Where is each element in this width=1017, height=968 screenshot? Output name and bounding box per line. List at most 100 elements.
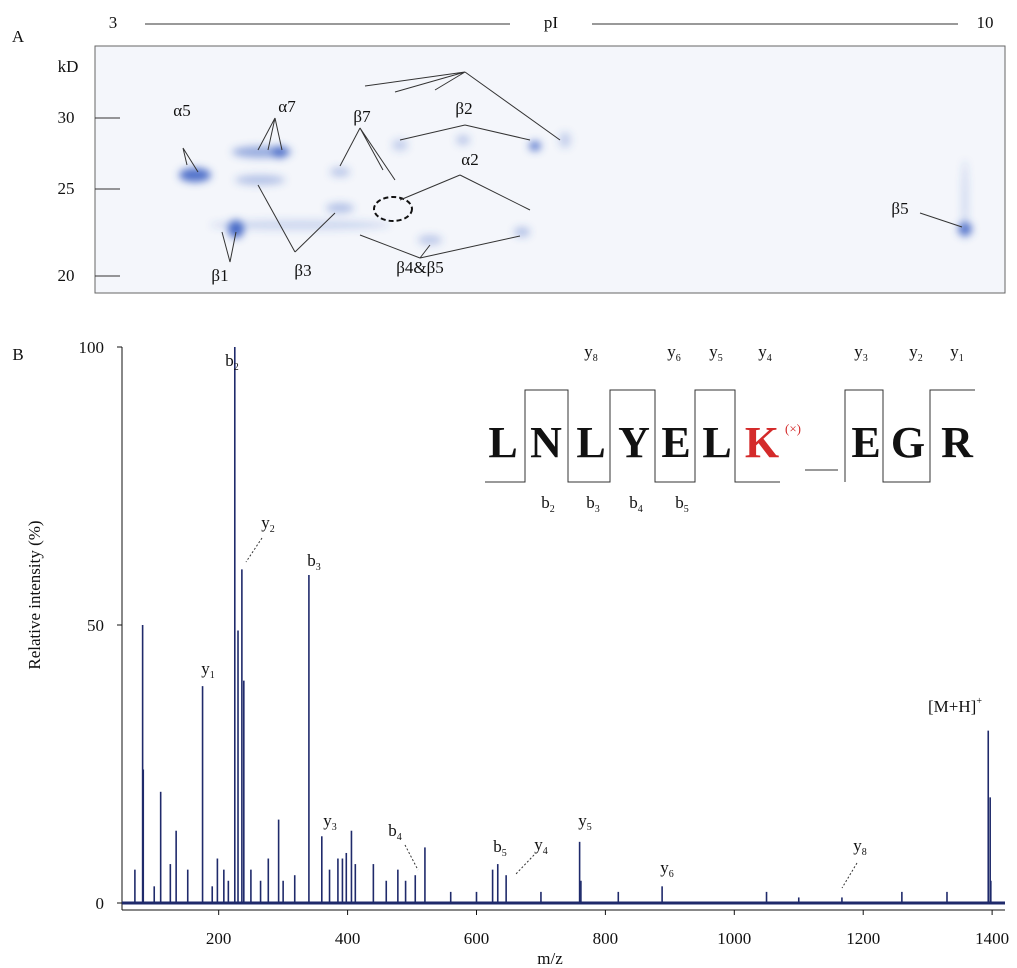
y-ion-label-sub: 3 <box>863 353 868 364</box>
peak-label-sub: 5 <box>502 848 507 859</box>
spot-label: α7 <box>278 97 296 116</box>
panel-letter: B <box>12 345 23 364</box>
pi-low: 3 <box>109 13 118 32</box>
peak-label-sub: 2 <box>270 524 275 535</box>
peak-label-sub: 4 <box>543 846 548 857</box>
peak-label-sub: 5 <box>587 822 592 833</box>
b-ion-label-sub: 2 <box>550 504 555 515</box>
b-ion-label-sub: 4 <box>638 504 643 515</box>
mw-tick-label: 25 <box>58 179 75 198</box>
residue: N <box>530 418 562 467</box>
b-ion-label: b3 <box>586 493 600 515</box>
y-ion-label-sub: 4 <box>767 353 772 364</box>
y-ion-label-sub: 5 <box>718 353 723 364</box>
gel-panel <box>95 24 1005 293</box>
peak-label-text: b <box>493 837 502 856</box>
y-ion-label-sub: 6 <box>676 353 681 364</box>
mw-tick-label: 20 <box>58 266 75 285</box>
b-ion-label-sub: 3 <box>595 504 600 515</box>
x-tick-label: 400 <box>335 929 361 948</box>
spot-label: β2 <box>455 99 472 118</box>
b-ion-label-sub: 5 <box>684 504 689 515</box>
peak-label: y1 <box>201 659 215 681</box>
peak-label: y6 <box>660 858 674 880</box>
peak-label: [M+H]+ <box>928 696 982 716</box>
x-tick-label: 1200 <box>846 929 880 948</box>
spot-label: β3 <box>294 261 311 280</box>
x-axis-label: m/z <box>537 949 563 968</box>
y-ion-label: y1 <box>950 342 964 364</box>
residue: G <box>891 418 925 467</box>
b-ion-label-text: b <box>586 493 595 512</box>
peak-label-sub: 3 <box>316 562 321 573</box>
spot-label: β1 <box>211 266 228 285</box>
annotation-leaders <box>246 538 857 888</box>
y-ion-label-sub: 8 <box>593 353 598 364</box>
residue: E <box>851 418 880 467</box>
b-ion-label-text: b <box>675 493 684 512</box>
figure-svg: 0 50 100 200 400 600 800 1000 1200 1400 m/z Relativ… <box>0 0 1017 968</box>
peak-label: b2 <box>225 351 239 373</box>
x-tick-label: 1000 <box>717 929 751 948</box>
y-ion-label-sub: 1 <box>959 353 964 364</box>
b-ion-label: b4 <box>629 493 643 515</box>
b-ion-label: b5 <box>675 493 689 515</box>
residue: L <box>576 418 605 467</box>
pi-label: pI <box>544 13 559 32</box>
peak-label-sub: 1 <box>210 670 215 681</box>
y-ion-label: y8 <box>584 342 598 364</box>
residue: L <box>702 418 731 467</box>
peak-label: y5 <box>578 811 592 833</box>
y-axis-label: Relative intensity (%) <box>25 520 44 669</box>
residue: L <box>488 418 517 467</box>
peak-label: y2 <box>261 513 275 535</box>
mw-unit: kD <box>58 57 79 76</box>
y-ion-label: y3 <box>854 342 868 364</box>
residue: R <box>941 418 974 467</box>
peak-label: y8 <box>853 836 867 858</box>
x-tick-label: 600 <box>464 929 490 948</box>
b-ion-label-text: b <box>541 493 550 512</box>
y-ion-label: y5 <box>709 342 723 364</box>
peak-label: y3 <box>323 811 337 833</box>
peak-label: b5 <box>493 837 507 859</box>
mw-tick-label: 30 <box>58 108 75 127</box>
peak-label: b3 <box>307 551 321 573</box>
y-ion-label: y2 <box>909 342 923 364</box>
spot-label: β4&β5 <box>396 258 444 277</box>
y-tick-label: 100 <box>79 338 105 357</box>
peak-label-sub: 6 <box>669 869 674 880</box>
x-tick-label: 800 <box>593 929 619 948</box>
peak-label-sub: 8 <box>862 847 867 858</box>
peak-label: b4 <box>388 821 402 843</box>
y-ion-label: y4 <box>758 342 772 364</box>
residue: E <box>661 418 690 467</box>
x-tick-label: 200 <box>206 929 232 948</box>
peak-label-text: b <box>225 351 234 370</box>
figure: 0 50 100 200 400 600 800 1000 1200 1400 m/z Relativ… <box>0 0 1017 968</box>
peak-label-text: [M+H] <box>928 697 976 716</box>
b-ion-label-text: b <box>629 493 638 512</box>
peak-label-text: b <box>307 551 316 570</box>
spot-label: β5 <box>891 199 908 218</box>
b-ion-label: b2 <box>541 493 555 515</box>
y-tick-label: 0 <box>96 894 105 913</box>
y-tick-label: 50 <box>87 616 104 635</box>
peak-label-sub: 2 <box>234 362 239 373</box>
panel-letter: A <box>12 27 25 46</box>
peak-label: y4 <box>534 835 548 857</box>
spot-label: β7 <box>353 107 371 126</box>
x-tick-label: 1400 <box>975 929 1009 948</box>
residue: K <box>745 418 779 467</box>
modification: (×) <box>785 421 801 436</box>
y-ion-label-sub: 2 <box>918 353 923 364</box>
spot-label: α2 <box>461 150 478 169</box>
peak-label-sup: + <box>976 696 982 707</box>
peak-label-sub: 4 <box>397 832 402 843</box>
peak-label-sub: 3 <box>332 822 337 833</box>
peak-label-text: b <box>388 821 397 840</box>
pi-high: 10 <box>977 13 994 32</box>
spot-label: α5 <box>173 101 190 120</box>
y-ion-label: y6 <box>667 342 681 364</box>
residue: Y <box>618 418 650 467</box>
